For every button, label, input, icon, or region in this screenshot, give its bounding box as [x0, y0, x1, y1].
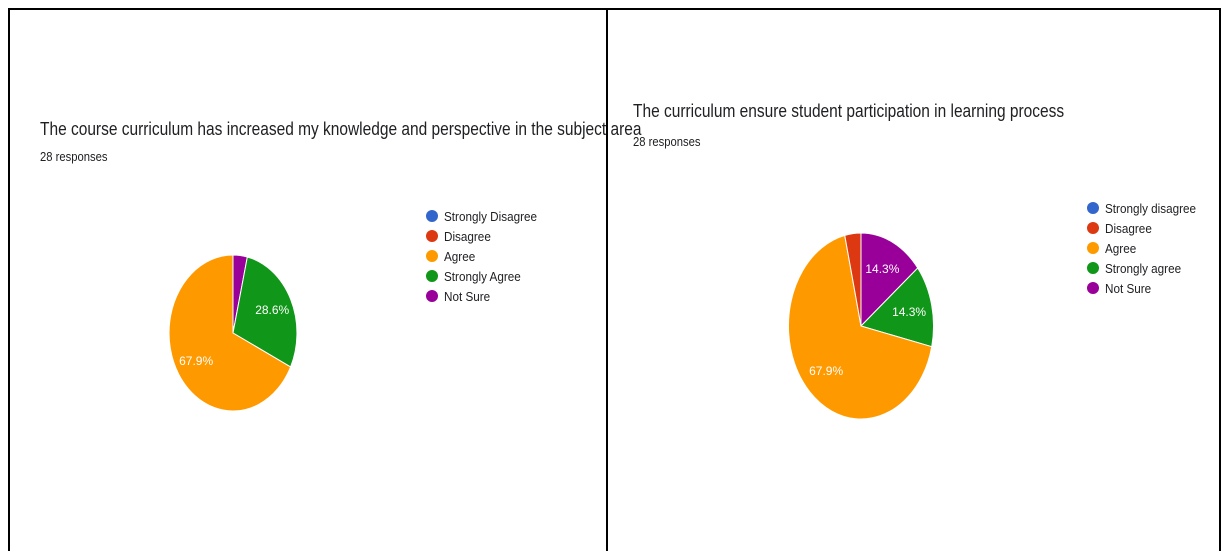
data-label-strongly-agree: 14.3% [892, 305, 926, 319]
legend-swatch [426, 270, 438, 282]
legend-swatch [426, 210, 438, 222]
chart-title: The course curriculum has increased my k… [40, 119, 642, 139]
legend-swatch [1087, 282, 1099, 294]
legend-item-not-sure: Not Sure [426, 286, 547, 306]
data-label-strongly-agree: 28.6% [255, 303, 289, 317]
legend-swatch [426, 230, 438, 242]
legend-label: Agree [444, 248, 476, 264]
legend-knowledge: Strongly Disagree Disagree Agree Strongly A… [426, 206, 547, 306]
pie-slice-strongly-agree [232, 256, 298, 368]
legend-label: Not Sure [1105, 280, 1152, 296]
legend-item-strongly-agree: Strongly Agree [426, 266, 547, 286]
legend-item-agree: Agree [1087, 238, 1206, 258]
data-label-agree: 67.9% [179, 354, 213, 368]
legend-swatch [426, 290, 438, 302]
legend-item-strongly-agree: Strongly agree [1087, 258, 1206, 278]
legend-label: Not Sure [444, 288, 491, 304]
page-frame [8, 8, 1221, 551]
legend-label: Strongly Agree [444, 268, 521, 284]
legend-item-disagree: Disagree [1087, 218, 1206, 238]
legend-label: Strongly agree [1105, 260, 1182, 276]
pie-slice-not-sure [860, 232, 919, 328]
chart-panel-knowledge: The course curriculum has increased my k… [10, 10, 641, 551]
legend-label: Strongly Disagree [444, 208, 537, 224]
pie-slice-disagree [844, 232, 862, 327]
pie-slice-agree [787, 234, 933, 420]
legend-swatch [1087, 262, 1099, 274]
chart-subtitle: 28 responses [633, 135, 701, 149]
legend-item-agree: Agree [426, 246, 547, 266]
legend-label: Disagree [444, 228, 491, 244]
legend-item-disagree: Disagree [426, 226, 547, 246]
pie-slice-strongly-agree [860, 267, 935, 348]
legend-participation: Strongly disagree Disagree Agree Strongly a… [1087, 198, 1206, 298]
legend-swatch [1087, 202, 1099, 214]
pie-slice-agree [168, 254, 292, 412]
legend-swatch [1087, 242, 1099, 254]
pie-chart-knowledge: 28.6% 67.9% [168, 254, 298, 412]
data-label-not-sure: 14.3% [865, 262, 899, 276]
legend-swatch [1087, 222, 1099, 234]
legend-swatch [426, 250, 438, 262]
legend-item-strongly-disagree: Strongly disagree [1087, 198, 1206, 218]
data-label-agree: 67.9% [809, 364, 843, 378]
chart-title: The curriculum ensure student participat… [633, 101, 1065, 121]
pie-chart-participation: 14.3% 14.3% 67.9% [787, 232, 935, 420]
chart-subtitle: 28 responses [40, 150, 108, 164]
legend-item-strongly-disagree: Strongly Disagree [426, 206, 547, 226]
chart-panel-participation: The curriculum ensure student participat… [608, 10, 1219, 551]
legend-label: Disagree [1105, 220, 1152, 236]
legend-item-not-sure: Not Sure [1087, 278, 1206, 298]
panel-divider [606, 8, 608, 551]
legend-label: Agree [1105, 240, 1137, 256]
legend-label: Strongly disagree [1105, 200, 1197, 216]
